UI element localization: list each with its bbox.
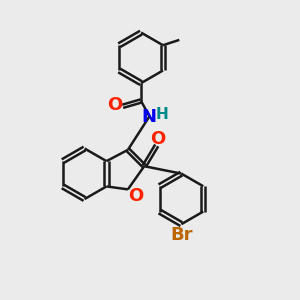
Text: N: N xyxy=(141,108,156,126)
Text: Br: Br xyxy=(170,226,193,244)
Text: O: O xyxy=(128,187,143,205)
Text: H: H xyxy=(155,107,168,122)
Text: O: O xyxy=(151,130,166,148)
Text: O: O xyxy=(108,96,123,114)
